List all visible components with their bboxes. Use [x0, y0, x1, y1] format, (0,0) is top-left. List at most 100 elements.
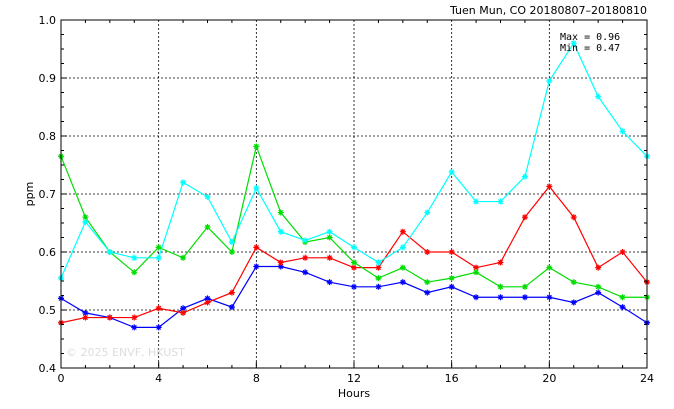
data-point [570, 40, 577, 47]
data-point [619, 294, 626, 301]
y-tick-label: 0.5 [39, 304, 57, 317]
data-point [521, 173, 528, 180]
data-point [546, 183, 553, 190]
data-point [351, 264, 357, 271]
data-point [326, 228, 333, 235]
data-point [399, 264, 406, 271]
data-point [180, 179, 187, 186]
x-tick-label: 0 [58, 372, 65, 385]
axis-ticks: 0 4 8 12 16 20 24 0.4 0.5 0.6 0.7 0.8 0.9 1.0 [39, 14, 655, 385]
data-point [228, 249, 235, 255]
data-point [497, 198, 504, 205]
data-point [253, 244, 260, 251]
data-point [302, 237, 309, 244]
x-tick-label: 20 [542, 372, 556, 385]
data-point [619, 249, 626, 255]
data-point [521, 214, 528, 221]
data-point [375, 283, 382, 290]
data-point [106, 249, 113, 255]
data-point [473, 294, 480, 301]
data-point [497, 294, 504, 301]
data-point [546, 264, 553, 271]
y-tick-label: 0.4 [39, 362, 57, 375]
data-point [253, 185, 260, 192]
data-point [82, 218, 89, 225]
data-point [351, 259, 357, 266]
data-point [521, 294, 528, 301]
data-point [155, 244, 162, 251]
data-point [399, 244, 406, 251]
x-tick-label: 4 [155, 372, 162, 385]
data-point [326, 279, 333, 286]
data-point [399, 279, 406, 286]
data-point [204, 224, 211, 231]
data-point [204, 193, 211, 200]
data-point [326, 234, 333, 241]
data-point [375, 259, 382, 266]
data-point [424, 279, 431, 286]
data-point [82, 214, 89, 221]
data-point [253, 143, 260, 150]
data-point [497, 283, 504, 290]
data-point [448, 275, 455, 282]
data-point [497, 259, 504, 266]
data-point [399, 228, 406, 235]
data-point [131, 254, 138, 261]
data-point [155, 254, 162, 261]
data-point [228, 289, 235, 296]
data-point [595, 264, 602, 271]
data-point [228, 239, 235, 246]
y-tick-label: 1.0 [39, 14, 57, 27]
data-point [277, 228, 284, 235]
series-layer [58, 40, 650, 331]
data-point [375, 275, 382, 282]
data-point [131, 269, 138, 276]
data-point [351, 283, 357, 290]
min-annotation: Min = 0.47 [560, 43, 620, 54]
x-tick-label: 24 [640, 372, 654, 385]
data-point [302, 254, 309, 261]
data-point [424, 249, 431, 255]
data-point [180, 254, 187, 261]
y-axis-label: ppm [23, 182, 36, 207]
data-point [82, 314, 89, 321]
data-point [473, 264, 480, 271]
data-point [155, 324, 162, 331]
data-point [253, 263, 260, 270]
data-point [351, 244, 357, 251]
data-point [424, 209, 431, 216]
data-point [595, 289, 602, 296]
data-point [570, 214, 577, 221]
data-point [180, 309, 187, 316]
x-tick-label: 8 [253, 372, 260, 385]
data-point [448, 283, 455, 290]
data-point [473, 198, 480, 205]
data-point [228, 304, 235, 311]
data-point [595, 283, 602, 290]
data-point [131, 314, 138, 321]
data-point [448, 249, 455, 255]
data-point [204, 299, 211, 306]
y-tick-label: 0.8 [39, 130, 57, 143]
x-tick-label: 16 [445, 372, 459, 385]
data-point [131, 324, 138, 331]
data-point [448, 168, 455, 175]
data-point [521, 283, 528, 290]
y-tick-label: 0.7 [39, 188, 57, 201]
data-point [570, 299, 577, 306]
data-point [595, 93, 602, 100]
data-point [619, 304, 626, 311]
max-annotation: Max = 0.96 [560, 32, 620, 43]
data-point [326, 254, 333, 261]
data-point [106, 314, 113, 321]
data-point [570, 279, 577, 286]
chart-title: Tuen Mun, CO 20180807–20180810 [449, 4, 647, 17]
data-point [546, 77, 553, 84]
data-point [302, 269, 309, 276]
data-point [473, 269, 480, 276]
y-tick-label: 0.6 [39, 246, 57, 259]
data-point [546, 294, 553, 301]
data-point [619, 128, 626, 135]
data-point [277, 263, 284, 270]
